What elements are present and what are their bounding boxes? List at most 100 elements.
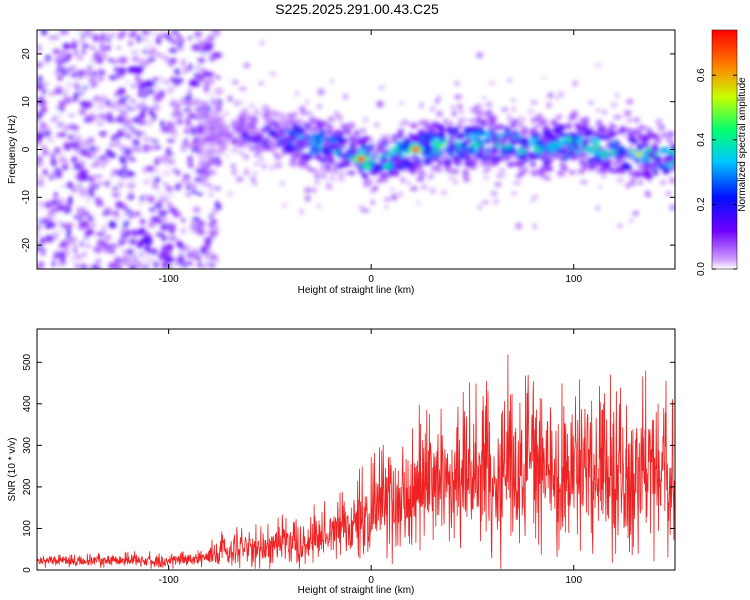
spectrogram-cell [167, 236, 178, 241]
spectrogram-cell [236, 176, 244, 182]
spectrogram-cell [218, 142, 225, 149]
spectrogram-cell [113, 101, 122, 107]
spectrogram-cell [261, 104, 270, 111]
spectrogram-cell [37, 180, 43, 187]
spectrogram-cell [398, 134, 405, 139]
spectrogram-cell [86, 71, 91, 77]
spectrogram-cell [358, 137, 364, 141]
spectrogram-cell [338, 140, 346, 146]
spectrogram-cell [343, 153, 349, 160]
spectrogram-cell [147, 51, 154, 56]
spectrogram-cell [530, 100, 538, 105]
spectrogram-cell [299, 209, 304, 214]
spectrogram-cell [71, 186, 77, 193]
spectrogram-cell [38, 98, 47, 106]
spectrogram-cell [407, 122, 412, 127]
snr-y-tick-label: 0 [22, 567, 33, 573]
spectrogram-cell [586, 150, 596, 154]
spectrogram-cell [305, 164, 310, 171]
spectrogram-cell [162, 55, 169, 62]
spectrogram-cell [102, 211, 107, 217]
spectrogram-cell [103, 154, 107, 160]
spectrogram-cell [616, 176, 624, 184]
spectrogram-cell [383, 135, 388, 142]
spectrogram-cell [304, 195, 311, 202]
spectrogram-cell [446, 139, 453, 145]
spectrogram-cell [70, 125, 80, 131]
spectrogram-cell [644, 173, 653, 180]
spectrogram-cell [133, 250, 141, 257]
spectrogram-cell [60, 184, 65, 189]
spectrogram-cell [46, 136, 55, 143]
spectrogram-cell [551, 121, 557, 126]
spectrogram-cell [142, 49, 148, 54]
spectrogram-cell [288, 141, 293, 146]
spectrogram-cell [102, 94, 107, 101]
spectrogram-cell [38, 204, 43, 212]
spectrogram-cell [369, 143, 375, 150]
spectrogram-cell [400, 101, 404, 105]
spectrogram-cell [567, 137, 573, 143]
spectrogram-cell [477, 152, 484, 160]
snr-x-tick-label: 0 [368, 575, 374, 586]
spectrogram-cell [451, 110, 457, 117]
spectrogram-cell [456, 124, 464, 129]
spectrogram-cell [595, 169, 602, 174]
spectrogram-cell [492, 198, 499, 205]
spectrogram-cell [397, 128, 403, 136]
spectrogram-cell [437, 159, 443, 167]
spectrogram-cell [141, 36, 149, 42]
spectrogram-cell [163, 80, 170, 85]
spectrogram-cell [119, 30, 127, 37]
spectrogram-cell [443, 118, 448, 125]
spectrogram-cell [665, 190, 672, 197]
spectrogram-cell [510, 191, 518, 195]
spectrogram-cell [514, 138, 521, 143]
spectrogram-cell [477, 204, 482, 211]
spectrogram-cell [203, 84, 210, 92]
spectrogram-cell [660, 150, 665, 154]
spectrogram-cell [73, 135, 82, 140]
spectrogram-cell [148, 207, 156, 212]
spectrogram-cell [73, 263, 81, 269]
spectrogram-cell [58, 100, 66, 108]
spectrogram-cell [214, 101, 219, 105]
spectrogram-cell [333, 149, 338, 155]
spectrogram-cell [197, 41, 206, 48]
spectrogram-cell [179, 134, 184, 141]
spectrogram-cell [189, 126, 197, 131]
spectrogram-cell [143, 234, 153, 242]
spectrogram-cell [111, 191, 121, 198]
spectrogram-cell [380, 178, 388, 183]
spectrogram-cell [626, 132, 636, 139]
spectrogram-cell [130, 99, 135, 104]
spectrogram-cell [543, 176, 552, 181]
spectrogram-cell [317, 88, 325, 96]
spectrogram-cell [280, 181, 285, 186]
spectrogram-cell [416, 163, 424, 169]
spectrogram-cell [489, 131, 496, 139]
spectrogram-cell [153, 168, 160, 173]
spectrogram-cell [217, 107, 223, 111]
spectrogram-cell [54, 34, 59, 41]
spectrogram-cell [223, 133, 233, 138]
spectrogram-cell [657, 125, 666, 130]
spectrogram-cell [660, 180, 666, 185]
spectrogram-cell [462, 168, 469, 174]
spectrogram-cell [423, 148, 431, 155]
spectrogram-cell [441, 190, 447, 195]
colorbar: 0.0 0.2 0.4 0.6 Normalized spectral amplitu… [696, 29, 748, 276]
spectrogram-cell [402, 158, 407, 165]
spectrogram-cell [349, 141, 357, 148]
spectrogram-cell [306, 111, 313, 116]
spectrogram-cell [317, 173, 326, 179]
spectrogram-cell [258, 156, 264, 162]
spectrogram-cell [84, 196, 92, 205]
spectrogram-cell [163, 164, 169, 171]
spectrogram-cell [97, 113, 107, 119]
spectrogram-cell [648, 179, 652, 183]
spectrogram-cell [393, 171, 399, 177]
spectrogram-cell [80, 240, 84, 247]
spectrogram-cell [135, 75, 140, 83]
spectrogram-cell [207, 34, 215, 42]
